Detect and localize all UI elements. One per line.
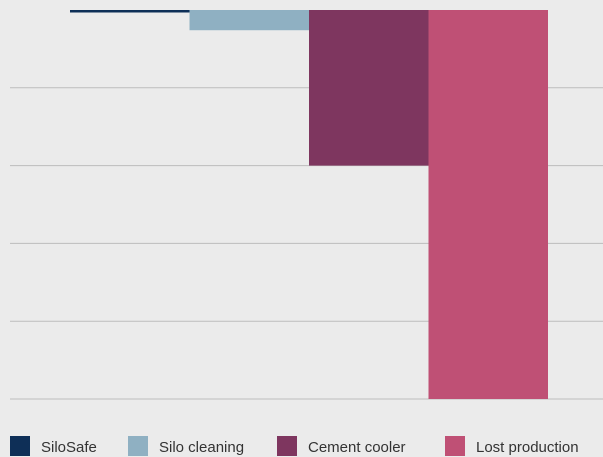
- legend-label-cement-cooler: Cement cooler: [308, 439, 406, 456]
- legend-swatch-silo-cleaning: [128, 436, 148, 456]
- bar-silo-cleaning: [189, 10, 309, 31]
- bar-cement-cooler: [309, 10, 429, 166]
- legend-label-lost-production: Lost production: [476, 439, 579, 456]
- bar-silosafe: [70, 10, 190, 13]
- bar-lost-production: [428, 10, 548, 399]
- legend-swatch-cement-cooler: [277, 436, 297, 456]
- legend-swatch-lost-production: [445, 436, 465, 456]
- bars: [70, 10, 548, 399]
- legend-label-silo-cleaning: Silo cleaning: [159, 439, 244, 456]
- legend-swatch-silosafe: [10, 436, 30, 456]
- legend-label-silosafe: SiloSafe: [41, 439, 97, 456]
- legend: SiloSafe Silo cleaning Cement cooler Lost p…: [10, 436, 579, 456]
